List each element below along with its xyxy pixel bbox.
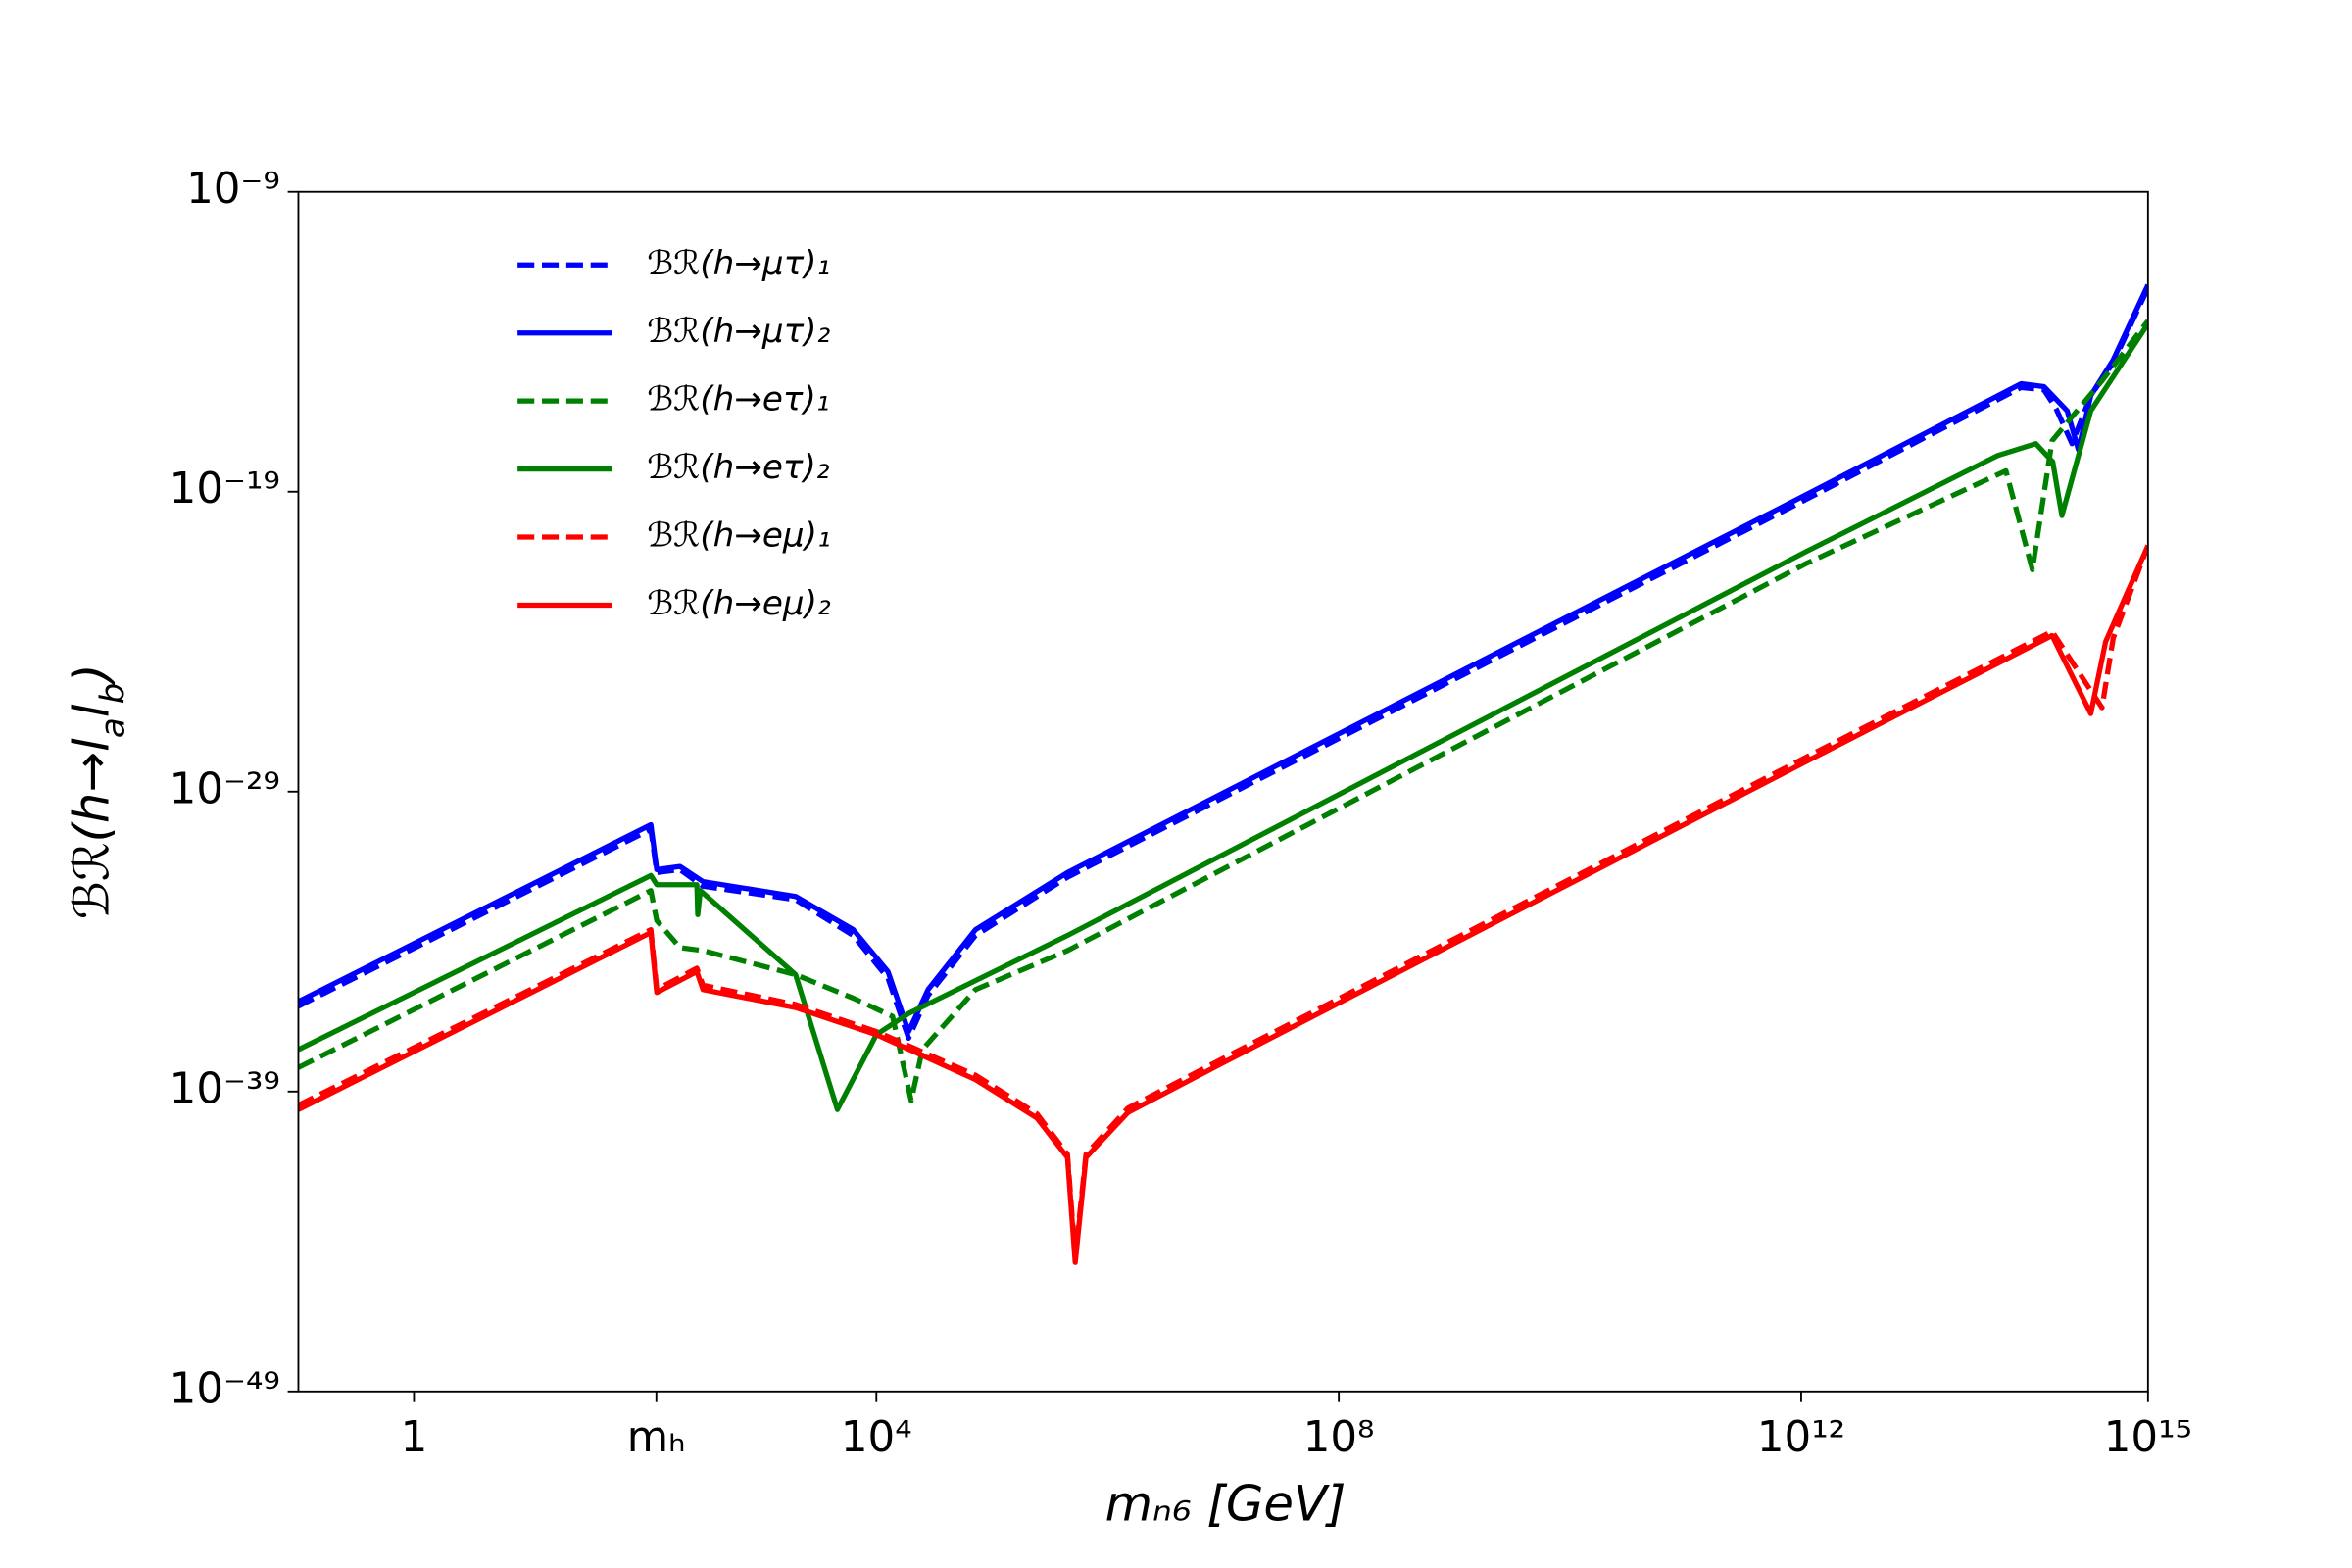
series-line <box>298 321 2148 1112</box>
x-tick-label: 10⁴ <box>841 1413 912 1462</box>
legend-label: ℬℛ(h→eτ)₂ <box>647 448 830 487</box>
y-label-part: b <box>93 683 132 705</box>
y-tick-label: 10⁻²⁹ <box>170 764 280 813</box>
x-tick-label: 10⁸ <box>1303 1413 1375 1462</box>
plot-frame <box>297 190 2149 1393</box>
y-tick-label: 10⁻³⁹ <box>170 1064 280 1113</box>
x-tick-label: mₕ <box>627 1413 686 1462</box>
y-tick-label: 10⁻⁴⁹ <box>170 1364 280 1413</box>
x-tick-label: 1 <box>401 1413 428 1462</box>
y-tick-label: 10⁻⁹ <box>186 165 280 214</box>
y-label-part: ) <box>63 663 120 686</box>
y-label-part: ℬℛ(h→l <box>63 738 120 919</box>
legend-label: ℬℛ(h→eτ)₁ <box>647 380 829 419</box>
x-axis-label: mₙ₆ [GeV] <box>1105 1475 1347 1532</box>
series-line <box>298 283 2148 1035</box>
x-tick-label: 10¹⁵ <box>2104 1413 2192 1462</box>
legend-label: ℬℛ(h→μτ)₁ <box>647 244 830 283</box>
series-line <box>298 318 2148 1103</box>
y-label-part: l <box>63 704 120 717</box>
legend-label: ℬℛ(h→eμ)₁ <box>647 516 830 556</box>
y-tick-label: 10⁻¹⁹ <box>170 465 280 514</box>
legend-label: ℬℛ(h→μτ)₂ <box>647 312 830 351</box>
series-line <box>298 544 2148 1265</box>
x-tick-label: 10¹² <box>1757 1413 1845 1462</box>
y-axis-label: ℬℛ(h→lalb) <box>63 663 132 919</box>
y-label-part: a <box>93 717 132 738</box>
legend-label: ℬℛ(h→eμ)₂ <box>647 584 831 623</box>
series-line <box>298 286 2148 1042</box>
